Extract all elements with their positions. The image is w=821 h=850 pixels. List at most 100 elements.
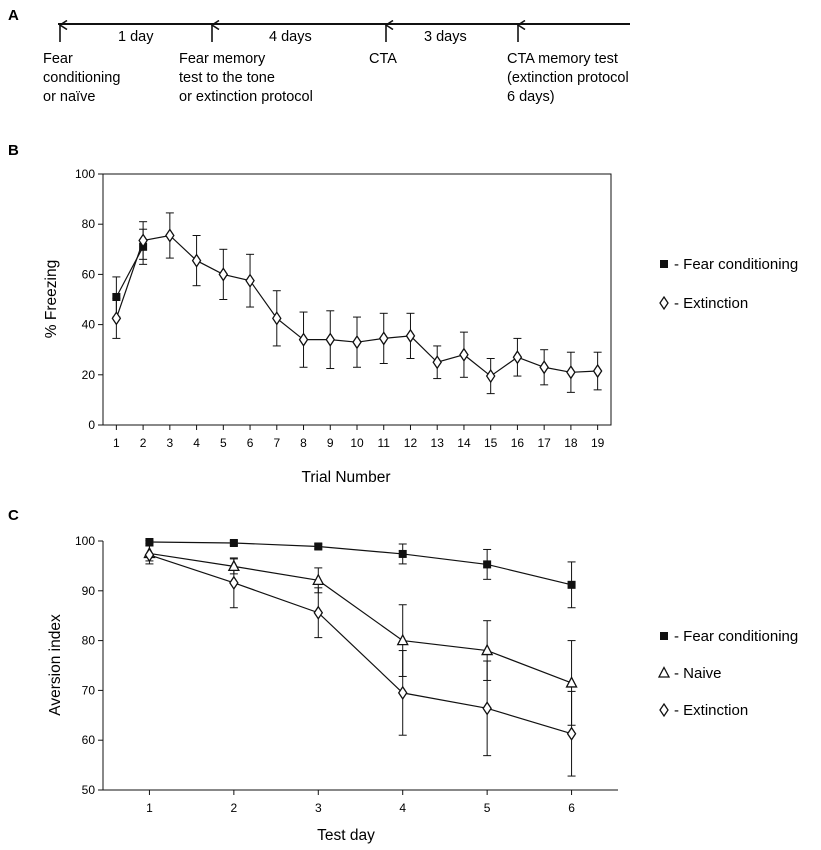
panel-c-x-tick-label: 3 xyxy=(315,801,322,815)
interval-label-3-days: 3 days xyxy=(424,29,467,45)
panel-b-fear-conditioning-line xyxy=(115,246,144,298)
panel-c-x-tick-label: 1 xyxy=(146,801,153,815)
panel-c-naive-point xyxy=(481,643,494,656)
panel-c-naive-point xyxy=(227,559,240,572)
panel-b-x-tick-label: 13 xyxy=(431,436,445,450)
panel-c-legend-extinction-label: - Extinction xyxy=(674,702,748,719)
panel-c-fear-conditioning-point xyxy=(398,549,407,558)
panel-b-fear-conditioning-point xyxy=(112,292,121,301)
panel-b-extinction-point xyxy=(512,350,523,365)
panel-b-extinction-point xyxy=(485,368,496,384)
panel-c-y-tick-label: 80 xyxy=(82,634,96,648)
panel-c-extinction-point xyxy=(144,547,155,563)
panel-a-timeline: A 1 day 4 days 3 days Fear conditioning … xyxy=(8,7,630,105)
panel-b-extinction-point xyxy=(298,332,309,347)
panel-b-legend-fear-conditioning-label: - Fear conditioning xyxy=(674,256,798,273)
panel-b-x-tick-label: 2 xyxy=(140,436,147,450)
panel-c-naive-line xyxy=(149,552,572,684)
panel-c-legend-fear-conditioning-marker xyxy=(660,632,668,640)
panel-c-naive-point xyxy=(312,573,325,585)
event-cta-memory-test-line-1: CTA memory test xyxy=(507,51,618,67)
panel-b-y-tick-label: 0 xyxy=(88,418,95,432)
panel-b-x-tick-label: 6 xyxy=(247,436,254,450)
panel-b-y-tick-label: 60 xyxy=(82,267,96,281)
panel-b-y-tick-label: 100 xyxy=(75,167,95,181)
event-fear-conditioning-line-2: conditioning xyxy=(43,70,120,86)
panel-b-x-tick-label: 17 xyxy=(537,436,551,450)
panel-b-extinction-point xyxy=(218,267,229,282)
panel-c-extinction-point xyxy=(313,605,324,620)
panel-b-extinction-point xyxy=(539,360,549,375)
panel-b-x-tick-label: 4 xyxy=(193,436,200,450)
panel-b-extinction-point xyxy=(138,233,148,248)
panel-b-x-tick-label: 19 xyxy=(591,436,605,450)
panel-c-x-tick-label: 4 xyxy=(399,801,406,815)
panel-c-legend-naive-label: - Naive xyxy=(674,665,722,682)
panel-b-x-tick-label: 8 xyxy=(300,436,307,450)
panel-c-extinction-point xyxy=(229,575,239,591)
panel-b-x-tick-label: 9 xyxy=(327,436,334,450)
panel-b-x-tick-label: 16 xyxy=(511,436,525,450)
panel-c-fear-conditioning-line xyxy=(149,541,572,586)
panel-b-y-axis-title: % Freezing xyxy=(43,260,60,338)
panel-c-fear-conditioning-point xyxy=(483,560,492,569)
panel-b-extinction-point xyxy=(245,273,255,288)
panel-c-fear-conditioning-point xyxy=(229,538,238,547)
panel-b-x-tick-label: 11 xyxy=(378,436,391,450)
panel-b-extinction-point xyxy=(405,328,416,344)
panel-b-x-tick-label: 10 xyxy=(350,436,364,450)
panel-b-y-tick-label: 80 xyxy=(82,217,96,231)
panel-c-x-tick-label: 5 xyxy=(484,801,491,815)
panel-c-legend-extinction-marker xyxy=(659,702,669,718)
panel-c-y-tick-label: 100 xyxy=(75,534,95,548)
panel-b-letter: B xyxy=(8,142,19,159)
panel-b-extinction-point xyxy=(432,355,442,370)
panel-b-extinction-point xyxy=(378,331,389,346)
panel-b-x-tick-label: 14 xyxy=(457,436,471,450)
panel-b-x-tick-label: 15 xyxy=(484,436,498,450)
panel-c-y-tick-label: 70 xyxy=(82,683,96,697)
panel-b-x-tick-label: 1 xyxy=(113,436,120,450)
event-fear-conditioning-line-3: or naïve xyxy=(43,89,95,105)
panel-b-extinction-point xyxy=(165,228,175,243)
panel-b-x-tick-label: 18 xyxy=(564,436,578,450)
event-fear-memory-test-line-2: test to the tone xyxy=(179,70,275,86)
panel-b-extinction-point xyxy=(191,253,202,268)
panel-c-extinction-point xyxy=(397,685,408,701)
panel-b-extinction-point xyxy=(111,311,122,326)
panel-b-extinction-point xyxy=(272,311,282,326)
panel-b-extinction-point xyxy=(352,334,362,350)
panel-c-naive-point xyxy=(396,633,409,646)
panel-b-x-tick-label: 7 xyxy=(273,436,280,450)
panel-c-fear-conditioning-point xyxy=(567,580,576,589)
panel-b-x-axis-title: Trial Number xyxy=(302,469,391,486)
panel-c-extinction-point xyxy=(482,701,492,716)
interval-label-1-day: 1 day xyxy=(118,29,154,45)
panel-c-fear-conditioning-point xyxy=(314,542,323,551)
panel-b-extinction-point xyxy=(459,347,469,362)
event-fear-memory-test-line-1: Fear memory xyxy=(179,51,266,67)
panel-c-y-tick-label: 50 xyxy=(82,783,96,797)
panel-b-y-tick-label: 40 xyxy=(82,318,96,332)
panel-c-letter: C xyxy=(8,507,19,524)
panel-c-extinction-line xyxy=(149,554,572,735)
panel-c-x-tick-label: 6 xyxy=(568,801,575,815)
panel-b-x-tick-label: 3 xyxy=(166,436,173,450)
panel-c-extinction-point xyxy=(566,726,577,741)
panel-c-y-axis-title: Aversion index xyxy=(47,614,64,716)
panel-b-extinction-point xyxy=(325,332,336,347)
event-cta: CTA xyxy=(369,51,397,67)
panel-b-plot-frame xyxy=(102,173,612,426)
panel-c-y-tick-label: 60 xyxy=(82,733,96,747)
panel-b-legend-extinction-marker xyxy=(659,295,669,311)
panel-b-legend-extinction-label: - Extinction xyxy=(674,295,748,312)
panel-b-extinction-point xyxy=(566,365,576,380)
panel-c-fear-conditioning-point xyxy=(145,537,154,546)
panel-b-x-tick-label: 5 xyxy=(220,436,227,450)
panel-c-aversion-chart: C Aversion index Test day 50 60 70 80 90 100 1… xyxy=(8,507,798,844)
panel-c-legend-naive-marker xyxy=(657,666,671,678)
panel-b-legend-fear-conditioning-marker xyxy=(660,260,668,268)
event-cta-memory-test-line-2: (extinction protocol xyxy=(507,70,629,86)
